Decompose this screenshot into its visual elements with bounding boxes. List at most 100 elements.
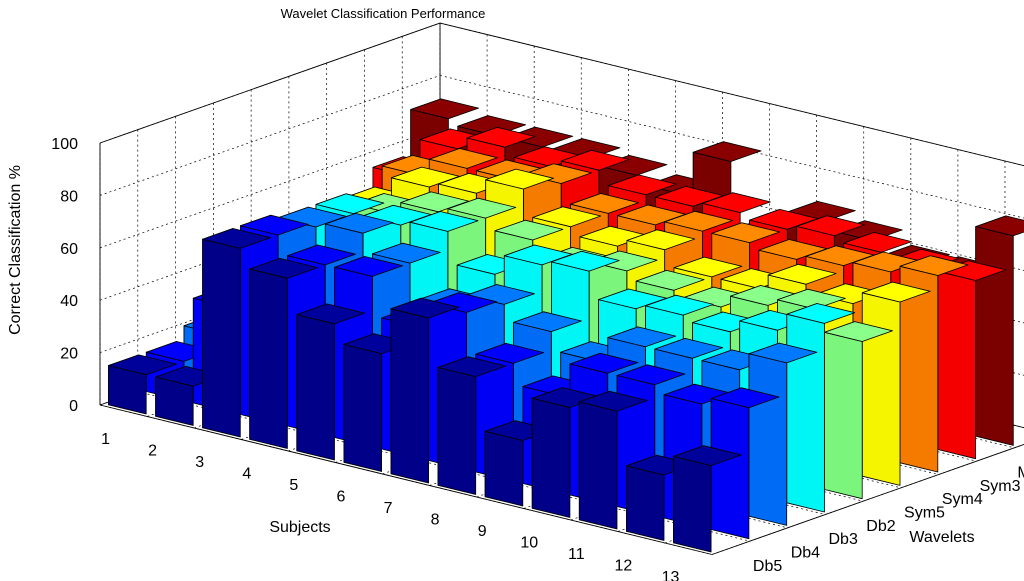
bar-face-top bbox=[390, 297, 460, 319]
y-tick-label: Db5 bbox=[753, 558, 782, 575]
x-axis-label: Subjects bbox=[269, 519, 330, 536]
bar bbox=[249, 257, 319, 449]
bar-face-top bbox=[466, 126, 536, 148]
bar-face-top bbox=[371, 242, 441, 264]
bar-face-top bbox=[749, 208, 818, 230]
bar-face-top bbox=[410, 98, 480, 120]
bar-face-top bbox=[861, 281, 931, 303]
bar-face-top bbox=[504, 126, 574, 148]
bar-face-top bbox=[324, 212, 394, 234]
bar bbox=[296, 303, 366, 461]
x-tick-label: 7 bbox=[384, 500, 393, 517]
bar-face-top bbox=[108, 354, 177, 376]
bar-face-front bbox=[578, 401, 618, 530]
bar-face-top bbox=[494, 219, 564, 241]
grid-line bbox=[99, 75, 441, 196]
bar-face-top bbox=[786, 303, 856, 324]
z-tick-label: 40 bbox=[60, 293, 78, 310]
bar-face-top bbox=[899, 255, 969, 276]
bar-face-top bbox=[655, 185, 724, 207]
x-tick-label: 13 bbox=[662, 569, 680, 581]
bar-face-front bbox=[975, 226, 1014, 446]
bar-face-front bbox=[202, 238, 241, 438]
x-tick-label: 6 bbox=[336, 488, 345, 505]
bar bbox=[531, 387, 601, 518]
bar-face-top bbox=[767, 263, 837, 285]
bar-face-front bbox=[437, 366, 477, 495]
bar bbox=[390, 297, 460, 484]
bar-face-top bbox=[616, 364, 686, 386]
bar-face-top bbox=[843, 231, 912, 253]
bar-face-top bbox=[607, 326, 677, 348]
y-tick-label: Sym4 bbox=[942, 491, 983, 508]
bar-face-top bbox=[447, 197, 517, 219]
bar-face-front bbox=[484, 430, 524, 507]
bar-face-top bbox=[796, 215, 865, 237]
bar-face-top bbox=[437, 356, 507, 378]
bar-face-top bbox=[607, 174, 677, 196]
bar-face-top bbox=[334, 256, 403, 277]
tick-labels: 02040608010012345678910111213Db5Db4Db3Db… bbox=[51, 136, 1024, 581]
bar-face-top bbox=[626, 229, 696, 251]
bar-face-top bbox=[711, 222, 781, 244]
bar-face-top bbox=[569, 352, 639, 374]
x-tick-label: 4 bbox=[242, 465, 251, 482]
bar-face-front bbox=[343, 343, 383, 472]
bar-face-top bbox=[475, 342, 545, 364]
x-tick-label: 12 bbox=[615, 557, 633, 574]
x-tick-label: 3 bbox=[195, 454, 204, 471]
bar bbox=[937, 260, 1007, 460]
bar-face-front bbox=[673, 455, 712, 553]
bar-face-top bbox=[296, 303, 366, 325]
bar-face-front bbox=[531, 397, 571, 518]
bar bbox=[975, 215, 1024, 446]
x-tick-label: 9 bbox=[478, 523, 487, 540]
bar-face-top bbox=[588, 250, 658, 272]
y-axis-label: Wavelets bbox=[909, 529, 974, 546]
bar-face-top bbox=[428, 148, 498, 169]
bar-face-top bbox=[239, 214, 309, 236]
bar-face-top bbox=[485, 168, 554, 190]
bar-face-front bbox=[786, 313, 825, 513]
bar-face-top bbox=[673, 256, 743, 278]
axis-line bbox=[99, 404, 713, 555]
bar-face-top bbox=[692, 141, 762, 162]
bar-face-top bbox=[645, 294, 714, 316]
z-tick-label: 80 bbox=[60, 188, 78, 205]
bar-face-top bbox=[673, 445, 742, 467]
bar bbox=[899, 255, 969, 473]
bar-face-front bbox=[390, 308, 430, 484]
bar bbox=[202, 228, 271, 438]
y-tick-label: Sym3 bbox=[980, 478, 1021, 495]
axis-line bbox=[99, 22, 441, 144]
bar bbox=[343, 333, 413, 472]
bar-face-top bbox=[513, 311, 582, 333]
bar-face-top bbox=[975, 215, 1024, 237]
x-tick-label: 11 bbox=[568, 546, 585, 563]
bar-face-front bbox=[861, 292, 901, 486]
bar-face-top bbox=[249, 257, 319, 279]
bar bbox=[578, 390, 648, 530]
z-tick-label: 20 bbox=[60, 346, 78, 363]
bar-face-top bbox=[287, 244, 356, 266]
bar-face-top bbox=[315, 193, 385, 215]
bar-face-top bbox=[532, 206, 602, 228]
bar bbox=[437, 356, 507, 495]
bar-face-top bbox=[654, 337, 724, 359]
bar-face-top bbox=[710, 387, 780, 409]
z-tick-label: 60 bbox=[60, 241, 78, 258]
x-tick-label: 1 bbox=[101, 431, 110, 448]
chart-title: Wavelet Classification Performance bbox=[281, 6, 486, 21]
bar-face-front bbox=[296, 314, 335, 461]
x-tick-label: 8 bbox=[431, 511, 440, 528]
y-tick-label: Db3 bbox=[828, 531, 857, 548]
bar-face-front bbox=[824, 331, 863, 500]
bar-face-top bbox=[777, 288, 846, 310]
axis-line bbox=[711, 443, 1024, 555]
y-tick-label: Db2 bbox=[866, 518, 895, 535]
bar-face-top bbox=[400, 191, 470, 213]
bar-face-front bbox=[748, 353, 788, 526]
bar-face-front bbox=[626, 465, 665, 541]
bar-face-top bbox=[551, 250, 620, 272]
